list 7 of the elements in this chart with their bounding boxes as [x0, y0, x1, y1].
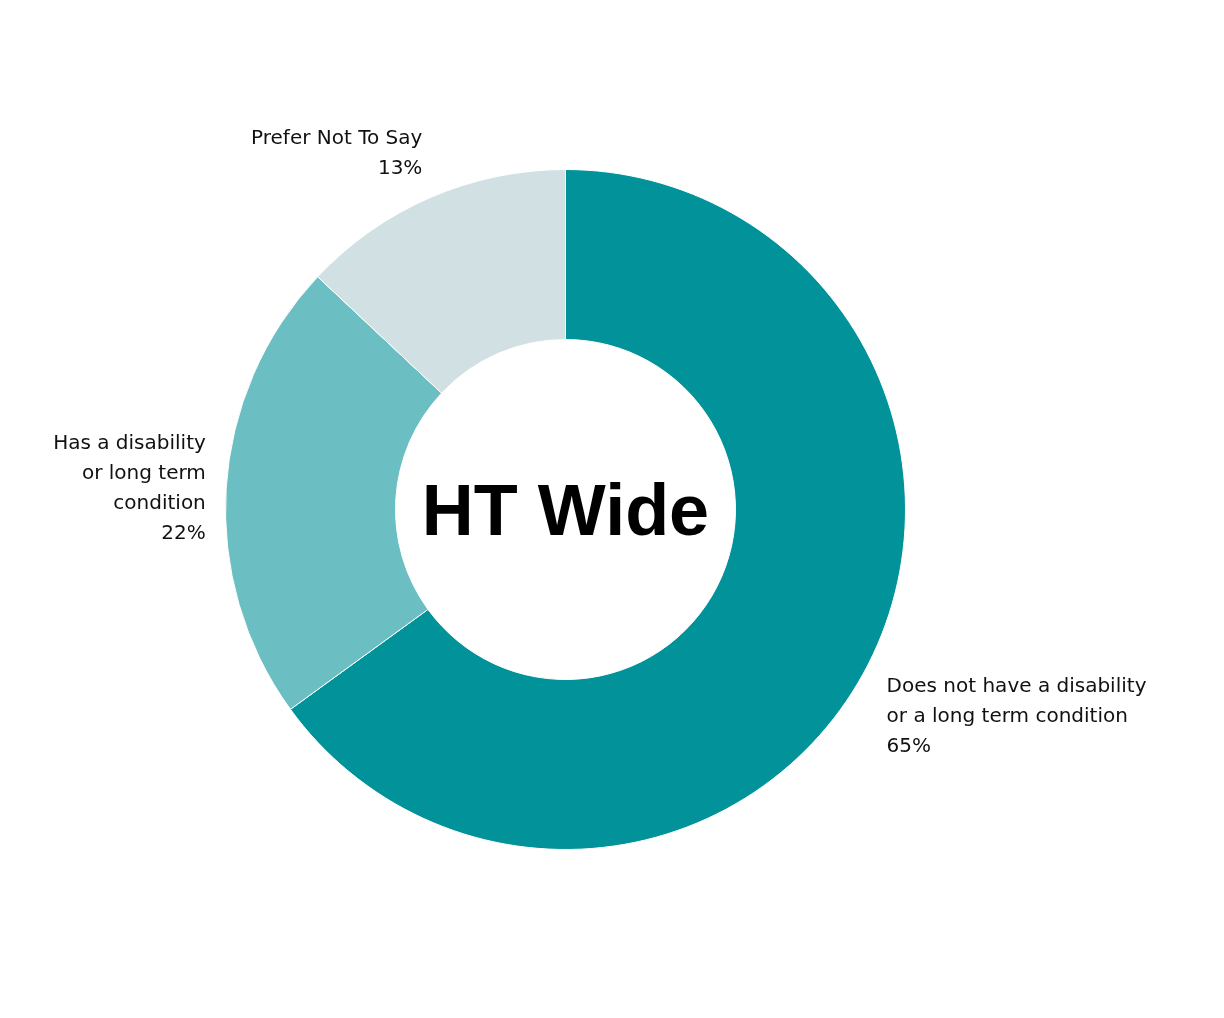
data-label: 13% — [377, 154, 423, 179]
data-label: 22% — [161, 519, 206, 544]
slice-label: Has a disability or long term condition — [53, 429, 206, 514]
slice-label: Does not have a disability or a long term condition — [886, 673, 1147, 728]
slice-label: Prefer Not To Say — [251, 124, 423, 149]
text: HT Wide — [421, 469, 710, 550]
data-label: 65% — [886, 733, 932, 758]
